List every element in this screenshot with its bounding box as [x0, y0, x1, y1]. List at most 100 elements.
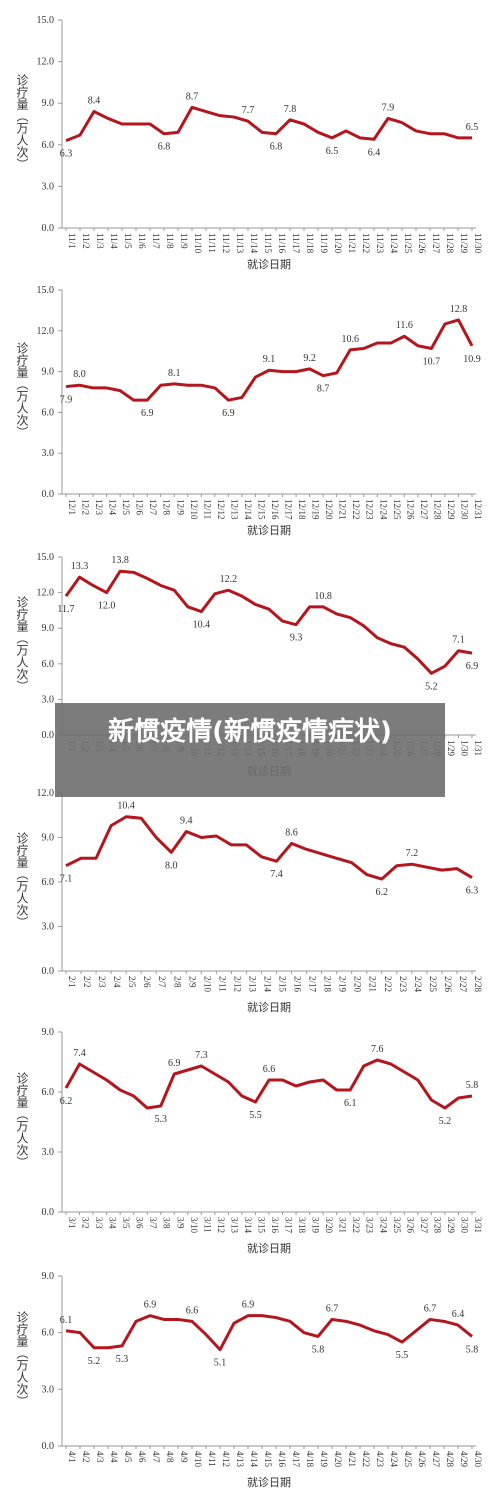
data-label: 5.3: [116, 1354, 129, 1365]
x-tick-label: 12/25: [392, 499, 402, 520]
data-label: 9.2: [303, 353, 316, 364]
data-label: 5.2: [439, 1116, 452, 1127]
x-tick-label: 2/18: [323, 976, 333, 993]
x-tick-label: 4/20: [333, 1451, 343, 1468]
x-tick-label: 11/8: [165, 233, 175, 249]
data-label: 7.8: [284, 104, 297, 115]
y-tick-label: 6.0: [42, 659, 55, 670]
x-tick-label: 2/22: [383, 976, 393, 992]
data-label: 10.8: [314, 591, 332, 602]
x-tick-label: 4/7: [151, 1451, 161, 1463]
data-label: 6.1: [60, 1315, 73, 1326]
x-tick-label: 3/31: [473, 1217, 483, 1233]
x-tick-label: 3/11: [202, 1217, 212, 1233]
x-tick-label: 3/3: [94, 1217, 104, 1229]
overlay-title: 新惯疫情(新惯疫情症状): [55, 703, 445, 797]
y-tick-label: 9.0: [42, 1027, 55, 1038]
y-tick-label: 6.0: [42, 877, 55, 888]
x-tick-label: 4/28: [445, 1451, 455, 1468]
x-tick-label: 4/30: [473, 1451, 483, 1468]
x-tick-label: 3/14: [243, 1217, 253, 1234]
x-tick-label: 11/5: [123, 233, 133, 249]
line: [64, 569, 473, 675]
x-tick-label: 4/6: [137, 1451, 147, 1463]
x-tick-label: 12/8: [162, 499, 172, 516]
data-label: 6.3: [60, 149, 73, 160]
data-label: 7.3: [195, 1050, 208, 1061]
y-tick-label: 6.0: [42, 1087, 55, 1098]
x-tick-label: 11/4: [109, 233, 119, 249]
x-tick-label: 4/16: [277, 1451, 287, 1468]
data-label: 10.9: [463, 354, 481, 365]
x-tick-label: 12/18: [297, 499, 307, 520]
y-tick-label: 3.0: [42, 1147, 55, 1158]
x-tick-label: 12/31: [473, 499, 483, 520]
x-tick-label: 12/10: [189, 499, 199, 520]
x-tick-label: 4/18: [305, 1451, 315, 1468]
x-tick-label: 12/9: [175, 499, 185, 516]
x-tick-label: 11/3: [95, 233, 105, 249]
x-tick-label: 12/11: [202, 499, 212, 519]
x-tick-label: 11/1: [67, 233, 77, 249]
x-tick-label: 3/21: [338, 1217, 348, 1233]
x-tick-label: 3/19: [311, 1217, 321, 1234]
x-tick-label: 3/13: [229, 1217, 239, 1234]
data-label: 6.1: [344, 1098, 357, 1109]
y-tick-label: 0.0: [42, 966, 55, 977]
data-label: 10.6: [341, 334, 359, 345]
data-label: 7.6: [371, 1044, 384, 1055]
data-label: 7.4: [270, 869, 283, 880]
x-axis-label: 就诊日期: [247, 1241, 291, 1255]
x-tick-label: 3/30: [459, 1217, 469, 1234]
data-label: 7.7: [242, 105, 255, 116]
data-label: 6.5: [326, 146, 339, 157]
x-tick-label: 11/19: [319, 233, 329, 254]
data-label: 6.2: [60, 1096, 73, 1107]
y-tick-label: 9.0: [42, 367, 55, 378]
y-tick-label: 6.0: [42, 140, 55, 151]
x-tick-label: 2/13: [247, 976, 257, 993]
data-label: 9.1: [263, 354, 276, 365]
x-tick-label: 2/12: [232, 976, 242, 992]
x-tick-label: 4/21: [347, 1451, 357, 1467]
x-tick-label: 11/2: [81, 233, 91, 249]
data-label: 5.8: [312, 1344, 325, 1355]
x-tick-label: 3/9: [175, 1217, 185, 1229]
x-tick-label: 2/27: [458, 976, 468, 993]
x-tick-label: 2/4: [112, 976, 122, 988]
x-tick-label: 3/7: [148, 1217, 158, 1229]
data-label: 6.9: [144, 1300, 157, 1311]
data-label: 6.9: [168, 1058, 181, 1069]
x-tick-label: 4/14: [249, 1451, 259, 1468]
data-label: 6.7: [424, 1303, 437, 1314]
data-label: 6.6: [186, 1305, 199, 1316]
x-tick-label: 11/12: [221, 233, 231, 253]
data-label: 5.3: [154, 1114, 167, 1125]
x-tick-label: 2/10: [202, 976, 212, 993]
x-tick-label: 3/17: [284, 1217, 294, 1234]
x-tick-label: 12/16: [270, 499, 280, 520]
x-tick-label: 1/29: [446, 740, 456, 757]
x-tick-label: 2/8: [172, 976, 182, 988]
x-tick-label: 12/2: [81, 499, 91, 515]
x-tick-label: 4/5: [123, 1451, 133, 1463]
x-tick-label: 11/22: [361, 233, 371, 253]
y-tick-label: 3.0: [42, 1384, 55, 1395]
x-axis-label: 就诊日期: [247, 1475, 291, 1489]
x-tick-label: 12/28: [432, 499, 442, 520]
x-tick-label: 4/19: [319, 1451, 329, 1468]
x-tick-label: 11/24: [389, 233, 399, 254]
x-tick-label: 12/14: [243, 499, 253, 520]
x-tick-label: 4/1: [67, 1451, 77, 1463]
data-label: 10.4: [117, 801, 135, 812]
line: [65, 1314, 473, 1352]
data-label: 7.9: [60, 395, 73, 406]
y-tick-label: 0.0: [42, 1441, 55, 1452]
y-tick-label: 3.0: [42, 922, 55, 933]
y-axis-label: 诊疗量（万人次）: [15, 342, 29, 438]
y-tick-label: 12.0: [37, 57, 55, 68]
x-tick-label: 3/5: [121, 1217, 131, 1229]
x-tick-label: 3/25: [392, 1217, 402, 1234]
x-tick-label: 4/25: [403, 1451, 413, 1468]
y-tick-label: 15.0: [37, 15, 55, 26]
